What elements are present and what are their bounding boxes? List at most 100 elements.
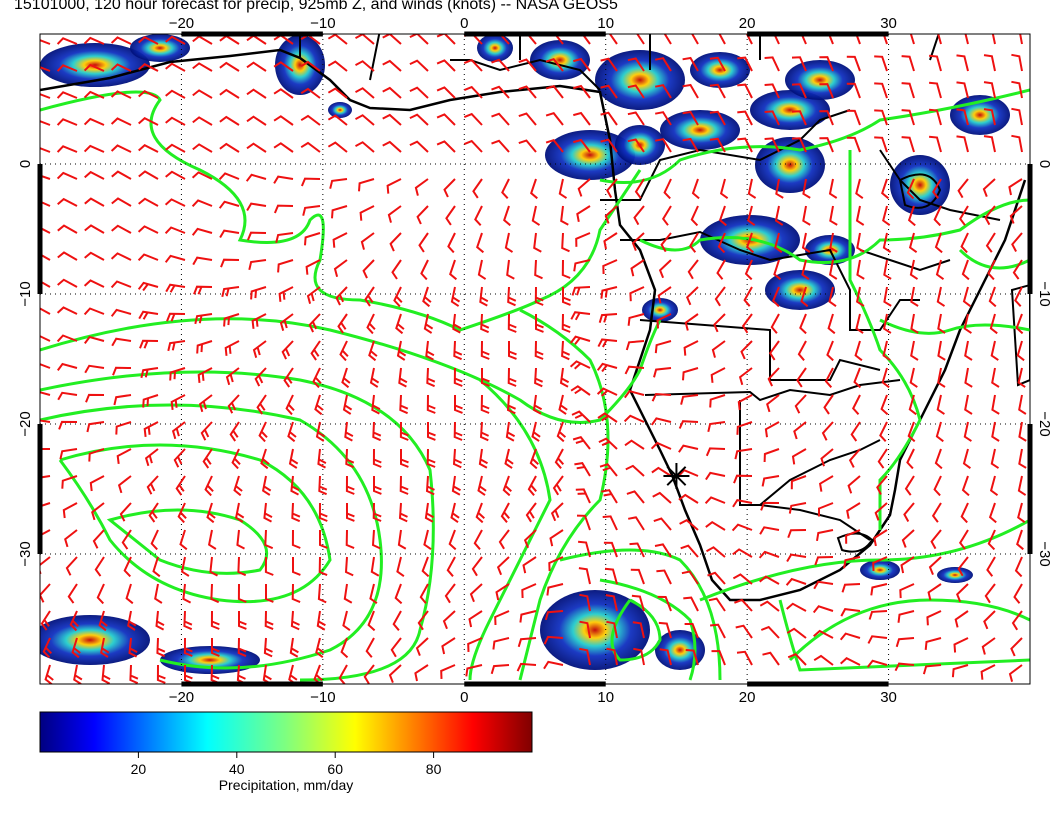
wind-barb xyxy=(819,56,834,72)
wind-barb xyxy=(40,307,51,315)
wind-barb xyxy=(986,556,996,577)
wind-barb xyxy=(819,137,834,153)
wind-barb xyxy=(840,608,861,617)
wind-barb xyxy=(436,113,456,126)
wind-barb xyxy=(300,114,321,126)
wind-barb xyxy=(1010,637,1023,657)
lat-lon-grid xyxy=(40,34,1030,684)
wind-barb xyxy=(446,556,456,577)
wind-barb xyxy=(868,610,888,620)
wind-barb xyxy=(926,610,942,626)
wind-barb xyxy=(179,529,188,551)
wind-barb xyxy=(263,637,273,658)
wind-barb xyxy=(759,526,780,535)
wind-barb xyxy=(602,259,618,275)
wind-barb xyxy=(559,367,570,388)
wind-barb xyxy=(308,313,321,333)
wind-barb xyxy=(909,34,915,45)
wind-barb xyxy=(534,259,543,280)
wind-barb xyxy=(956,583,969,603)
wind-barb xyxy=(112,366,132,376)
wind-barb xyxy=(138,310,159,320)
wind-barb xyxy=(791,56,807,72)
wind-barb xyxy=(277,259,294,273)
wind-barb xyxy=(819,475,834,492)
wind-barb xyxy=(747,178,757,199)
axis-tick-labels: −20 −20 −10 −10 0 0 10 10 20 20 30 30 0 0 −10 −10 −20 −20… xyxy=(17,15,1053,706)
contour-line xyxy=(40,90,642,332)
marker-stroke xyxy=(666,466,687,486)
wind-barb xyxy=(534,340,544,360)
wind-barb xyxy=(816,529,834,542)
wind-barb xyxy=(507,286,517,307)
wind-barb xyxy=(855,313,864,334)
wind-barb xyxy=(606,620,618,639)
wind-barb xyxy=(937,313,946,334)
wind-barb xyxy=(279,313,294,331)
wind-barb xyxy=(84,335,105,344)
contour-line xyxy=(40,317,662,424)
wind-barb xyxy=(518,112,537,126)
wind-barb xyxy=(291,583,301,604)
wind-barb xyxy=(450,502,460,524)
wind-barb xyxy=(987,259,996,281)
wind-barb xyxy=(910,340,919,361)
wind-barb xyxy=(436,34,456,45)
wind-barb xyxy=(901,109,915,126)
wind-barb xyxy=(69,610,79,632)
wind-barb xyxy=(506,259,515,280)
wind-barb xyxy=(654,543,672,558)
wind-barb xyxy=(415,637,429,656)
wind-barb xyxy=(686,286,699,306)
wind-barb xyxy=(600,138,618,153)
wind-barb xyxy=(219,142,240,153)
wind-barb xyxy=(290,475,300,496)
contour-line xyxy=(40,370,435,682)
wind-barb xyxy=(475,502,485,524)
wind-barb xyxy=(480,394,490,414)
wind-barb xyxy=(706,546,726,558)
wind-barb xyxy=(398,502,408,523)
wind-barb xyxy=(468,610,483,628)
wind-barb xyxy=(84,364,105,374)
wind-barb xyxy=(680,544,699,558)
wind-barb xyxy=(138,170,159,180)
wind-barb xyxy=(787,653,807,666)
wind-barb xyxy=(991,367,1000,388)
wind-barb xyxy=(819,83,834,99)
wind-barb xyxy=(1017,502,1026,524)
wind-barb xyxy=(600,34,618,45)
wind-barb xyxy=(291,502,301,523)
wind-barb xyxy=(545,58,564,72)
wind-barb xyxy=(627,138,645,153)
map-title: 15101000, 120 hour forecast for precip, … xyxy=(14,0,618,13)
wind-barb xyxy=(355,114,375,126)
wind-barb xyxy=(40,583,51,603)
wind-barb xyxy=(937,367,946,388)
wind-barb xyxy=(930,529,942,550)
wind-barb xyxy=(960,502,969,524)
wind-barb xyxy=(110,90,132,99)
wind-barb xyxy=(246,231,267,241)
wind-barb xyxy=(40,93,51,99)
wind-barb xyxy=(219,61,240,72)
wind-barb xyxy=(317,583,327,604)
wind-barb xyxy=(365,637,375,658)
contour-line xyxy=(599,578,697,681)
wind-barb xyxy=(110,280,132,289)
wind-barb xyxy=(246,142,267,153)
wind-barb xyxy=(624,365,645,375)
wind-barb xyxy=(394,583,403,605)
contour-line xyxy=(518,308,610,681)
lon-tick-label-bottom: 20 xyxy=(739,689,756,706)
africa-coastline xyxy=(40,48,1027,602)
wind-barb xyxy=(454,395,463,414)
wind-barb xyxy=(427,422,436,441)
wind-barb xyxy=(558,394,568,415)
lat-tick-label-left: −30 xyxy=(17,541,34,566)
precip-patch xyxy=(595,50,685,110)
wind-barb xyxy=(851,394,861,415)
wind-barb xyxy=(372,421,382,442)
wind-barb xyxy=(219,34,240,45)
wind-barb xyxy=(450,286,461,307)
